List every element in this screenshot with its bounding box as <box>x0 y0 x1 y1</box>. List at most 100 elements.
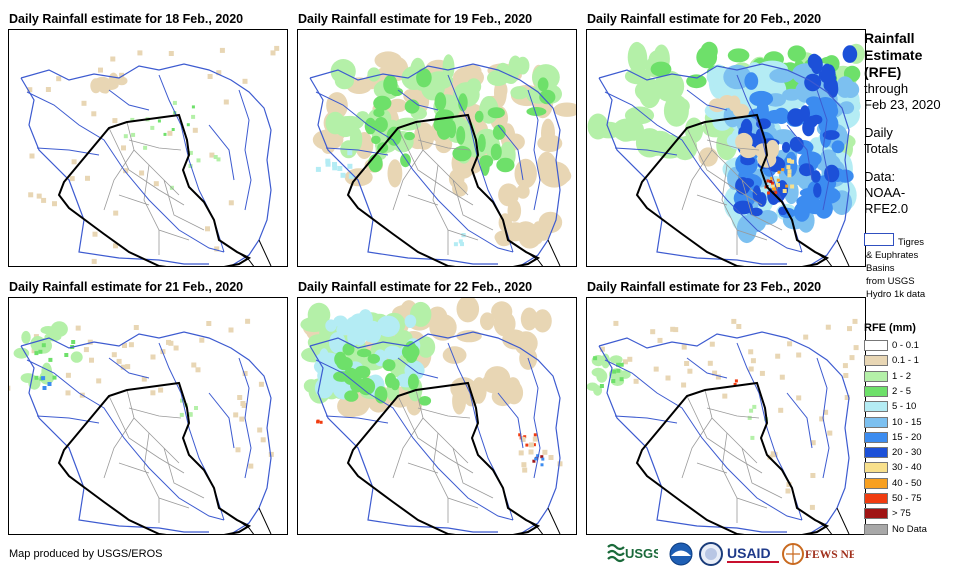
legend-label: No Data <box>892 523 927 535</box>
usaid-logo: USAID <box>727 545 779 563</box>
legend-swatch <box>864 340 888 351</box>
fews-net-logo-text: FEWS NET <box>805 549 854 561</box>
legend-label: 10 - 15 <box>892 416 922 428</box>
usaid-logo-text: USAID <box>727 545 771 561</box>
panel-title-1: Daily Rainfall estimate for 18 Feb., 202… <box>9 12 244 26</box>
panel-title-5: Daily Rainfall estimate for 22 Feb., 202… <box>298 280 533 294</box>
basin-line3: Basins <box>866 263 895 274</box>
legend-label: 40 - 50 <box>892 477 922 489</box>
legend-label: 30 - 40 <box>892 462 922 474</box>
map-svg-1 <box>20 45 280 266</box>
rainfall-map-1 <box>8 29 288 267</box>
fews-net-logo: FEWS NET <box>782 543 854 565</box>
rainfall-map-4 <box>8 297 288 535</box>
map-svg-6 <box>587 318 859 534</box>
side-data-source2: RFE2.0 <box>864 201 909 216</box>
legend-swatch <box>864 523 888 535</box>
panel-title-2: Daily Rainfall estimate for 19 Feb., 202… <box>298 12 533 26</box>
side-data-source1: NOAA- <box>864 185 906 200</box>
coastline <box>236 507 272 534</box>
rainfall-field <box>27 45 280 264</box>
rivers <box>604 342 830 521</box>
side-title-line1: Rainfall <box>864 30 915 46</box>
legend-label: > 75 <box>892 508 911 520</box>
legend-swatch <box>864 477 888 489</box>
panel-title-4: Daily Rainfall estimate for 21 Feb., 202… <box>9 280 244 294</box>
rainfall-field <box>587 318 859 510</box>
legend-swatch <box>864 401 888 413</box>
rainfall-map-2 <box>297 29 577 267</box>
province-boundaries <box>392 121 494 255</box>
map-svg-3 <box>587 41 865 266</box>
rainfall-map-5 <box>297 297 577 535</box>
coastline <box>814 239 850 266</box>
country-border <box>635 113 830 266</box>
legend-swatch <box>864 385 888 397</box>
country-border <box>635 381 830 534</box>
dos-seal-icon <box>699 542 723 566</box>
side-title-line2: Estimate <box>864 47 923 63</box>
legend-swatch <box>864 416 888 428</box>
basin-line4: from USGS <box>866 276 915 287</box>
basin-legend-text: Tigres & Euphrates Basins from USGS Hydr… <box>864 236 964 301</box>
map-svg-5 <box>300 298 563 534</box>
rivers <box>604 74 830 253</box>
legend-swatch <box>864 355 888 367</box>
country-border <box>346 381 541 534</box>
province-boundaries <box>103 121 205 255</box>
country-border <box>57 381 252 534</box>
basin-line5: Hydro 1k data <box>866 289 926 300</box>
rainfall-field <box>587 41 865 244</box>
legend-label: 5 - 10 <box>892 401 917 413</box>
rainfall-map-3 <box>586 29 866 267</box>
legend-swatch <box>864 508 888 520</box>
usgs-logo: USGS <box>607 543 658 563</box>
usgs-logo-text: USGS <box>625 546 658 561</box>
side-totals: Totals <box>864 141 898 156</box>
rivers <box>315 74 541 253</box>
basin-boundary <box>20 63 272 266</box>
legend-label: 20 - 30 <box>892 447 922 459</box>
map-credit: Map produced by USGS/EROS <box>9 548 163 560</box>
legend-swatch <box>864 447 888 459</box>
rainfall-map-6 <box>586 297 866 535</box>
rivers <box>315 342 541 521</box>
side-date: Feb 23, 2020 <box>864 97 941 112</box>
province-boundaries <box>392 389 494 523</box>
map-svg-2 <box>309 51 576 266</box>
agency-logos: USGS USAID FEWS NET <box>606 541 856 567</box>
legend-label: 50 - 75 <box>892 493 922 504</box>
province-boundaries <box>103 389 205 523</box>
legend-label: 0.1 - 1 <box>892 355 919 367</box>
legend-label: 1 - 2 <box>892 370 912 382</box>
country-border <box>57 113 252 266</box>
usgs-mark-icon <box>607 543 625 563</box>
rivers <box>26 74 252 253</box>
legend-swatch <box>864 462 888 474</box>
coastline <box>814 507 850 534</box>
panel-title-3: Daily Rainfall estimate for 20 Feb., 202… <box>587 12 822 26</box>
province-boundaries <box>681 121 783 255</box>
basin-boundary <box>20 331 272 534</box>
basin-legend-swatch <box>864 233 894 246</box>
province-boundaries <box>681 389 783 523</box>
legend-swatch <box>864 370 888 382</box>
side-data-label: Data: <box>864 169 896 184</box>
legend-swatch <box>864 431 888 443</box>
basin-line1: Tigres <box>898 237 925 248</box>
side-daily: Daily <box>864 125 893 140</box>
noaa-logo-icon <box>669 542 693 566</box>
side-title-line3: (RFE) <box>864 64 902 80</box>
rainfall-field <box>300 298 563 473</box>
legend-label: 2 - 5 <box>892 385 912 397</box>
basin-line2: & Euphrates <box>866 250 919 261</box>
country-border <box>346 113 541 266</box>
coastline <box>525 239 561 266</box>
basin-boundary <box>598 331 850 534</box>
rivers <box>26 342 252 521</box>
coastline <box>236 239 272 266</box>
panel-title-6: Daily Rainfall estimate for 23 Feb., 202… <box>587 280 822 294</box>
map-svg-4 <box>9 318 274 534</box>
legend-title: RFE (mm) <box>864 322 916 334</box>
coastline <box>525 507 561 534</box>
